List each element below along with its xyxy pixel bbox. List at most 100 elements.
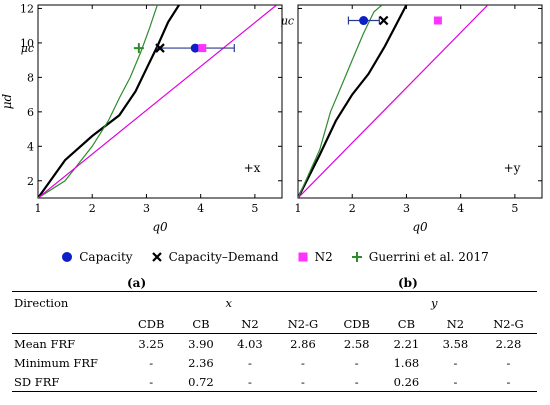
table-cell: - [479,372,537,392]
legend-item-capacity: Capacity [61,250,133,264]
x-axis-label: q0 [152,220,168,234]
legend-item-n2: N2 [297,250,333,264]
row-label: Minimum FRF [14,355,99,370]
row-label: SD FRF [12,372,126,392]
subheader-cell: N2 [225,314,275,334]
series-line-guerrini-curve [298,5,383,198]
legend-label: N2 [314,250,333,264]
capacity-point [190,43,200,53]
curves [38,5,277,198]
direction-label: +x [244,161,261,175]
table-cell: 0.72 [176,372,226,392]
subheader-cell: CB [381,314,431,334]
subheader-cell: CDB [126,314,177,334]
legend: Capacity Capacity–Demand N2 Guerrini et … [0,246,550,268]
subfigure-label-a: (a) [127,276,147,290]
subheader-cell: N2-G [274,314,332,334]
table-cell: 3.58 [442,336,469,351]
table-cell: 3.90 [188,336,214,351]
table-cell: 2.28 [495,336,522,351]
x-tick-label: 3 [403,202,410,215]
capacity-demand-point [155,43,165,53]
table-cell: - [506,355,511,370]
legend-label: Capacity [79,250,133,264]
direction-header: Direction [12,291,126,314]
x-tick-label: 2 [89,202,96,215]
curves [298,5,489,198]
capacity-point [359,16,369,26]
subheader-cell: N2-G [479,314,537,334]
table-cell: - [331,372,382,392]
frf-table: Direction x y CDB CB N2 N2-G CDB CB N2 N… [12,291,537,392]
y-tick-label: 4 [27,140,34,153]
subheader-cell: CDB [331,314,382,334]
group-header-y: y [331,291,537,314]
table-cell: 1.68 [393,355,420,370]
series-line-capacity-demand-curve [38,5,180,198]
mu-c-label: μc [281,15,294,28]
guerrini-point [133,43,144,54]
table-cell: 0.26 [381,372,431,392]
x-tick-label: 1 [295,202,302,215]
x-axis-label: q0 [412,220,428,234]
series-line-capacity-demand-curve [298,5,408,198]
table-row: SD FRF - 0.72 - - - 0.26 - - [12,372,537,392]
series-line-n2-curve [298,5,489,198]
table-cell: - [225,372,275,392]
subheader-cell: N2 [430,314,480,334]
table-cell: 2.58 [343,336,370,351]
table-cell: 3.25 [138,336,165,351]
x-tick-label: 2 [349,202,356,215]
table-cell: 2.36 [188,355,214,370]
n2-point [198,44,207,53]
legend-label: Capacity–Demand [168,250,279,264]
table-cell: - [301,355,305,370]
y-tick-label: 10 [20,37,34,50]
x-tick-label: 1 [35,202,42,215]
x-marker-icon [151,252,162,262]
table-cell: - [274,372,332,392]
plot-frame [37,4,283,199]
row-label: Mean FRF [14,336,76,351]
legend-item-guerrini: Guerrini et al. 2017 [351,250,489,264]
y-tick-label: 8 [27,71,34,84]
subheader-cell: CB [176,314,226,334]
table-cell: - [354,355,359,370]
capacity-demand-point [378,15,389,26]
y-axis-label: μd [0,93,14,109]
legend-label: Guerrini et al. 2017 [368,250,489,264]
mu-c-label: μc [21,42,34,55]
table-cell: - [453,355,458,370]
square-marker-icon [298,252,308,262]
direction-label: +y [504,161,521,175]
table-cell: - [126,372,177,392]
table-header-row: Direction x y [12,291,537,314]
circle-marker-icon [62,252,73,262]
table-row: Mean FRF 3.25 3.90 4.03 2.86 2.58 2.21 3… [12,334,537,354]
y-tick-label: 2 [27,175,34,188]
plot-frame [297,4,543,199]
points [133,43,235,54]
table-cell: - [430,372,480,392]
x-tick-label: 5 [251,202,258,215]
points [347,15,442,26]
panel-b-plot: 1 2 3 4 5 q0 μc +y [281,4,543,234]
plus-marker-icon [351,252,362,262]
table-cell: - [248,355,252,370]
y-tick-label: 12 [20,2,34,15]
x-tick-label: 4 [457,202,464,215]
series-line-n2-curve [38,5,277,198]
table-subheader-row: CDB CB N2 N2-G CDB CB N2 N2-G [12,314,537,334]
x-tick-label: 3 [143,202,150,215]
legend-item-capacity-demand: Capacity–Demand [151,250,279,264]
series-line-guerrini-curve [38,5,158,198]
table-cell: 2.86 [290,336,316,351]
x-tick-label: 4 [197,202,204,215]
subfigure-label-b: (b) [398,276,418,290]
group-header-x: x [126,291,332,314]
y-tick-label: 6 [27,106,34,119]
n2-point [433,16,442,25]
table-cell: - [149,355,154,370]
